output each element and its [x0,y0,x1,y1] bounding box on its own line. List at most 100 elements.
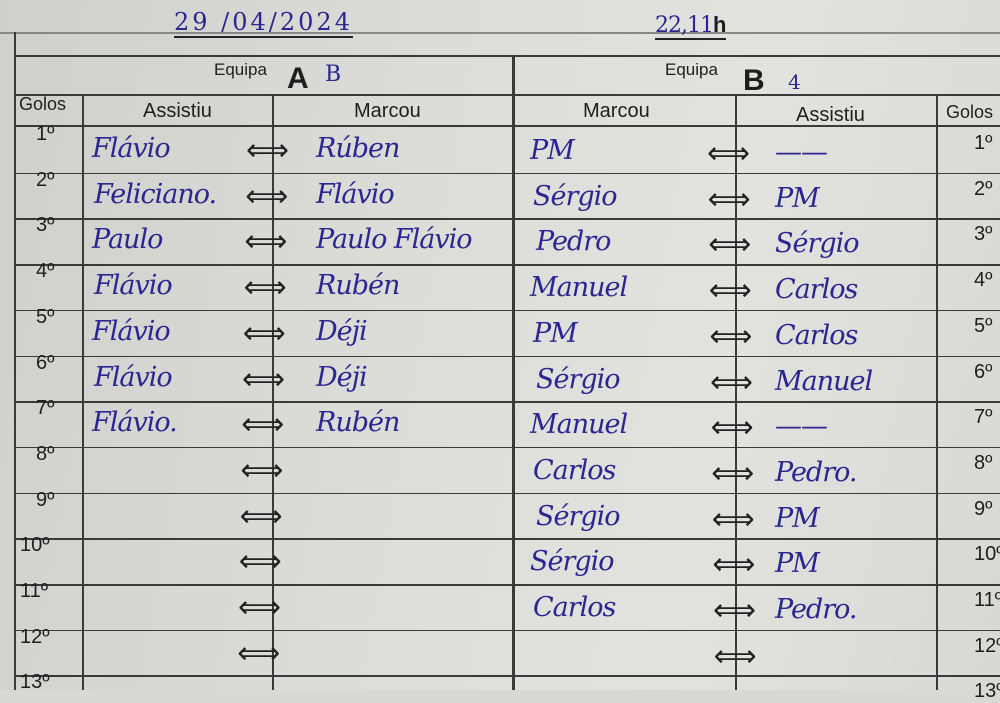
col-assistiu-a: Assistiu [143,100,212,122]
double-arrow-icon: ⟺ [244,224,288,260]
assist-b: —— [775,411,828,443]
assist-a: Flávio. [92,407,178,439]
header-divider [14,55,1000,57]
scorer-a: Rúben [316,133,400,164]
goal-number-b: 2º [974,177,993,200]
goal-number-a: 6º [36,351,55,374]
goal-number-b: 1º [974,132,993,154]
double-arrow-icon: ⟺ [708,227,752,263]
scorer-b: Manuel [530,272,628,304]
double-arrow-icon: ⟺ [245,178,289,214]
assist-b: Pedro. [775,456,857,488]
goal-number-a: 11º [20,580,49,602]
row-divider [14,172,1000,175]
double-arrow-icon: ⟺ [246,133,290,168]
double-arrow-icon: ⟺ [707,181,751,217]
col-assistiu-b: Assistiu [796,104,865,126]
assist-b: PM [775,502,820,534]
double-arrow-icon: ⟺ [243,270,287,306]
goal-number-a: 7º [36,397,55,420]
row-divider [14,401,1000,403]
row-divider [14,355,1000,357]
goal-number-a: 2º [36,168,55,191]
team-a-label: Equipa [214,60,267,79]
time-value: 22,11 [655,13,714,38]
scorer-a: Déji [316,315,368,347]
goal-number-a: 4º [36,260,55,283]
middle-col-line-b [735,94,737,690]
row-divider [14,309,1000,312]
assist-a: Flávio [94,361,173,393]
double-arrow-icon: ⟺ [241,407,285,443]
double-arrow-icon: ⟺ [713,638,757,674]
goal-number-b: 13º [974,680,1000,703]
double-arrow-icon: ⟺ [239,498,283,534]
goal-number-a: 3º [36,214,55,237]
assist-a: Feliciano. [94,178,217,210]
col-marcou-a: Marcou [354,100,421,122]
assist-b: PM [775,548,820,580]
goal-number-b: 3º [974,223,993,246]
goal-number-b: 9º [974,497,993,520]
assist-b: PM [775,182,820,214]
golos-col-line-b [936,94,938,690]
assist-a: Flávio [94,270,173,302]
double-arrow-icon: ⟺ [710,410,754,446]
double-arrow-icon: ⟺ [240,452,284,488]
row-divider [14,584,1000,586]
goal-number-b: 8º [974,451,993,474]
scorer-b: Sérgio [530,546,615,578]
double-arrow-icon: ⟺ [707,136,751,171]
assist-b: Manuel [775,365,873,397]
row-divider [14,492,1000,495]
time-unit: h [712,12,727,37]
col-marcou-b: Marcou [583,100,650,122]
double-arrow-icon: ⟺ [237,635,281,671]
goal-number-a: 10º [20,534,50,557]
columns-divider [14,125,1000,127]
double-arrow-icon: ⟺ [713,593,757,628]
double-arrow-icon: ⟺ [712,547,756,583]
assist-b: —— [775,137,828,168]
double-arrow-icon: ⟺ [711,455,755,491]
goal-number-b: 7º [974,406,993,429]
date: 29 /04/2024 [174,8,353,38]
golos-col-line-a [82,94,84,690]
scorer-b: Sérgio [536,500,621,532]
goal-number-b: 5º [974,314,993,337]
team-b-score: 4 [788,70,801,94]
middle-col-line-a [272,94,274,690]
row-divider [14,446,1000,449]
goal-number-a: 13º [20,671,50,694]
row-divider [14,218,1000,220]
row-divider [14,675,1000,677]
goal-number-a: 12º [20,625,50,648]
top-border [0,32,1000,34]
double-arrow-icon: ⟺ [709,318,753,354]
double-arrow-icon: ⟺ [242,315,286,351]
scorer-b: Carlos [533,454,616,486]
assist-a: Flávio [92,133,171,164]
scorer-b: Pedro [536,226,611,258]
scorer-a: Déji [316,361,368,393]
double-arrow-icon: ⟺ [708,273,752,309]
row-divider [14,629,1000,632]
scorer-b: PM [533,317,578,349]
double-arrow-icon: ⟺ [711,501,755,537]
goal-number-a: 5º [36,305,55,328]
scorer-b: Manuel [530,409,628,441]
double-arrow-icon: ⟺ [242,361,286,397]
assist-b: Pedro. [775,594,857,625]
goal-number-b: 4º [974,269,993,292]
row-divider [14,264,1000,266]
goal-number-b: 6º [974,360,993,383]
scorer-b: Sérgio [536,363,621,395]
goal-number-b: 12º [974,634,1000,657]
assist-b: Sérgio [775,228,860,260]
assist-a: Flávio [92,315,171,347]
assist-b: Carlos [775,274,858,306]
assist-a: Paulo [92,224,163,256]
row-divider [14,538,1000,540]
double-arrow-icon: ⟺ [238,544,282,580]
